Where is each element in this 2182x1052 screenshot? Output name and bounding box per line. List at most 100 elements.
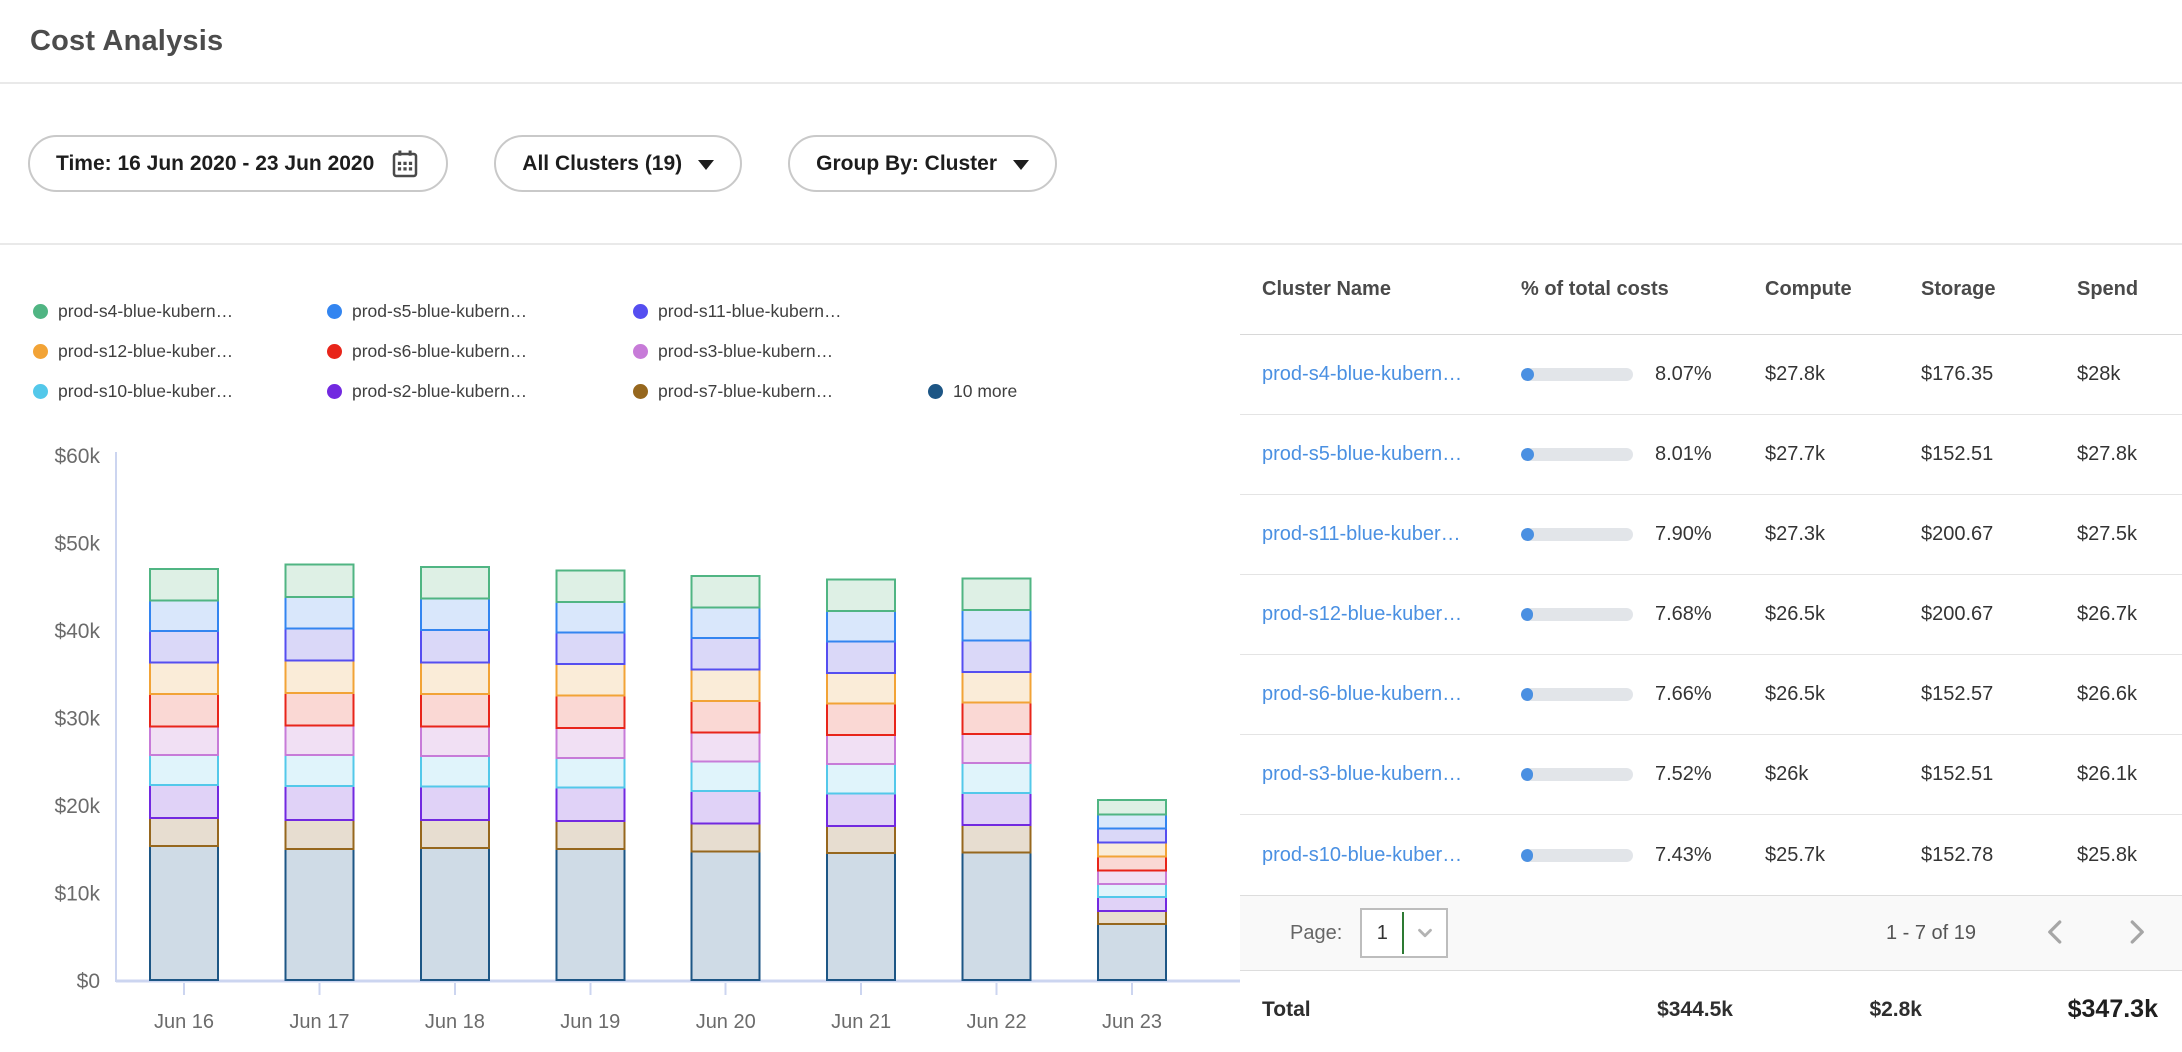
pct-progress-bar xyxy=(1521,688,1633,701)
bar-segment xyxy=(150,726,218,755)
bar-segment xyxy=(421,726,489,756)
cluster-link[interactable]: prod-s11-blue-kuber… xyxy=(1262,523,1461,545)
bar-segment xyxy=(556,571,624,603)
total-label: Total xyxy=(1262,998,1533,1022)
legend-swatch-icon xyxy=(327,384,342,399)
legend-item[interactable]: prod-s4-blue-kubern… xyxy=(33,301,327,322)
y-axis-tick-label: $20k xyxy=(54,795,100,818)
time-range-filter[interactable]: Time: 16 Jun 2020 - 23 Jun 2020 xyxy=(28,135,448,192)
bar-segment xyxy=(1098,815,1166,829)
legend-item[interactable]: prod-s2-blue-kubern… xyxy=(327,381,633,402)
spend-value: $27.5k xyxy=(2077,523,2158,546)
calendar-icon xyxy=(390,149,420,179)
bar-segment xyxy=(1098,843,1166,857)
bar-segment xyxy=(963,734,1031,763)
pct-progress-fill xyxy=(1521,849,1533,862)
bar-segment xyxy=(827,579,895,611)
x-axis-tick-label: Jun 16 xyxy=(154,1011,214,1033)
spend-value: $28k xyxy=(2077,363,2158,386)
legend-swatch-icon xyxy=(633,344,648,359)
bar-segment xyxy=(556,696,624,728)
bar-segment xyxy=(556,758,624,788)
cluster-link[interactable]: prod-s5-blue-kubern… xyxy=(1262,443,1462,465)
bar-segment xyxy=(285,755,353,786)
bar-segment xyxy=(692,791,760,823)
page-label: Page: xyxy=(1290,922,1342,945)
table-row: prod-s6-blue-kubern…7.66%$26.5k$152.57$2… xyxy=(1240,655,2182,735)
cluster-link[interactable]: prod-s10-blue-kuber… xyxy=(1262,844,1462,866)
table-row: prod-s5-blue-kubern…8.01%$27.7k$152.51$2… xyxy=(1240,415,2182,495)
bar-segment xyxy=(285,725,353,755)
legend-item[interactable]: prod-s5-blue-kubern… xyxy=(327,301,633,322)
cost-table-panel: Cluster Name % of total costs Compute St… xyxy=(1240,245,2182,1050)
bar-segment xyxy=(1098,884,1166,897)
stacked-bar-chart: $0$10k$20k$30k$40k$50k$60kJun 16Jun 17Ju… xyxy=(0,428,1240,1052)
legend-item[interactable]: prod-s7-blue-kubern… xyxy=(633,381,928,402)
cluster-link[interactable]: prod-s4-blue-kubern… xyxy=(1262,363,1462,385)
legend-label: prod-s10-blue-kuber… xyxy=(58,381,233,402)
x-axis-tick-label: Jun 23 xyxy=(1102,1011,1162,1033)
x-axis-tick-label: Jun 22 xyxy=(967,1011,1027,1033)
total-spend-value: $347.3k xyxy=(1922,995,2158,1024)
bar-segment xyxy=(421,662,489,694)
legend-label: prod-s4-blue-kubern… xyxy=(58,301,233,322)
bar-segment xyxy=(285,628,353,660)
pct-value: 8.07% xyxy=(1655,363,1712,386)
bar-segment xyxy=(421,599,489,631)
legend-item[interactable]: prod-s6-blue-kubern… xyxy=(327,341,633,362)
prev-page-button[interactable] xyxy=(2034,913,2078,953)
legend-swatch-icon xyxy=(633,304,648,319)
legend-item[interactable]: prod-s3-blue-kubern… xyxy=(633,341,928,362)
pct-progress-bar xyxy=(1521,528,1633,541)
spend-value: $26.1k xyxy=(2077,763,2158,786)
bar-segment xyxy=(1098,800,1166,815)
cluster-link[interactable]: prod-s12-blue-kuber… xyxy=(1262,603,1462,625)
compute-value: $25.7k xyxy=(1765,844,1921,867)
legend-label: prod-s3-blue-kubern… xyxy=(658,341,833,362)
bar-segment xyxy=(1098,924,1166,980)
legend-item[interactable]: 10 more xyxy=(928,381,1240,402)
bar-segment xyxy=(556,728,624,758)
bar-segment xyxy=(285,820,353,849)
compute-value: $26k xyxy=(1765,763,1921,786)
bar-segment xyxy=(556,821,624,849)
table-row: prod-s11-blue-kuber…7.90%$27.3k$200.67$2… xyxy=(1240,495,2182,575)
clusters-filter[interactable]: All Clusters (19) xyxy=(494,135,742,192)
bar-segment xyxy=(421,848,489,980)
bar-segment xyxy=(150,600,218,631)
chart-panel: prod-s4-blue-kubern… prod-s5-blue-kubern…… xyxy=(0,245,1240,1050)
bar-segment xyxy=(963,672,1031,703)
x-axis-tick-label: Jun 17 xyxy=(289,1011,349,1033)
bar-segment xyxy=(285,597,353,629)
legend-swatch-icon xyxy=(928,384,943,399)
dropdown-arrow-icon xyxy=(1013,152,1029,176)
table-body: prod-s4-blue-kubern…8.07%$27.8k$176.35$2… xyxy=(1240,335,2182,895)
legend-label: prod-s6-blue-kubern… xyxy=(352,341,527,362)
page-select[interactable]: 1 xyxy=(1360,908,1448,958)
bar-segment xyxy=(556,849,624,980)
page-range-text: 1 - 7 of 19 xyxy=(1886,922,1976,945)
legend-item[interactable]: prod-s10-blue-kuber… xyxy=(33,381,327,402)
group-by-filter[interactable]: Group By: Cluster xyxy=(788,135,1057,192)
pct-progress-fill xyxy=(1521,448,1534,461)
legend-item[interactable]: prod-s12-blue-kuber… xyxy=(33,341,327,362)
legend-label: 10 more xyxy=(953,381,1017,402)
bar-segment xyxy=(692,823,760,851)
compute-value: $27.8k xyxy=(1765,363,1921,386)
storage-value: $200.67 xyxy=(1921,603,2077,626)
spend-value: $27.8k xyxy=(2077,443,2158,466)
pct-progress-bar xyxy=(1521,768,1633,781)
bar-segment xyxy=(963,763,1031,793)
col-pct-of-costs: % of total costs xyxy=(1521,278,1765,301)
y-axis-tick-label: $60k xyxy=(54,445,100,468)
total-row: Total $344.5k $2.8k $347.3k xyxy=(1240,971,2182,1048)
cluster-link[interactable]: prod-s6-blue-kubern… xyxy=(1262,683,1462,705)
cluster-link[interactable]: prod-s3-blue-kubern… xyxy=(1262,763,1462,785)
table-row: prod-s10-blue-kuber…7.43%$25.7k$152.78$2… xyxy=(1240,815,2182,895)
next-page-button[interactable] xyxy=(2114,913,2158,953)
bar-segment xyxy=(150,755,218,785)
legend-item[interactable]: prod-s11-blue-kubern… xyxy=(633,301,928,322)
compute-value: $26.5k xyxy=(1765,603,1921,626)
bar-segment xyxy=(150,846,218,980)
bar-segment xyxy=(150,818,218,846)
